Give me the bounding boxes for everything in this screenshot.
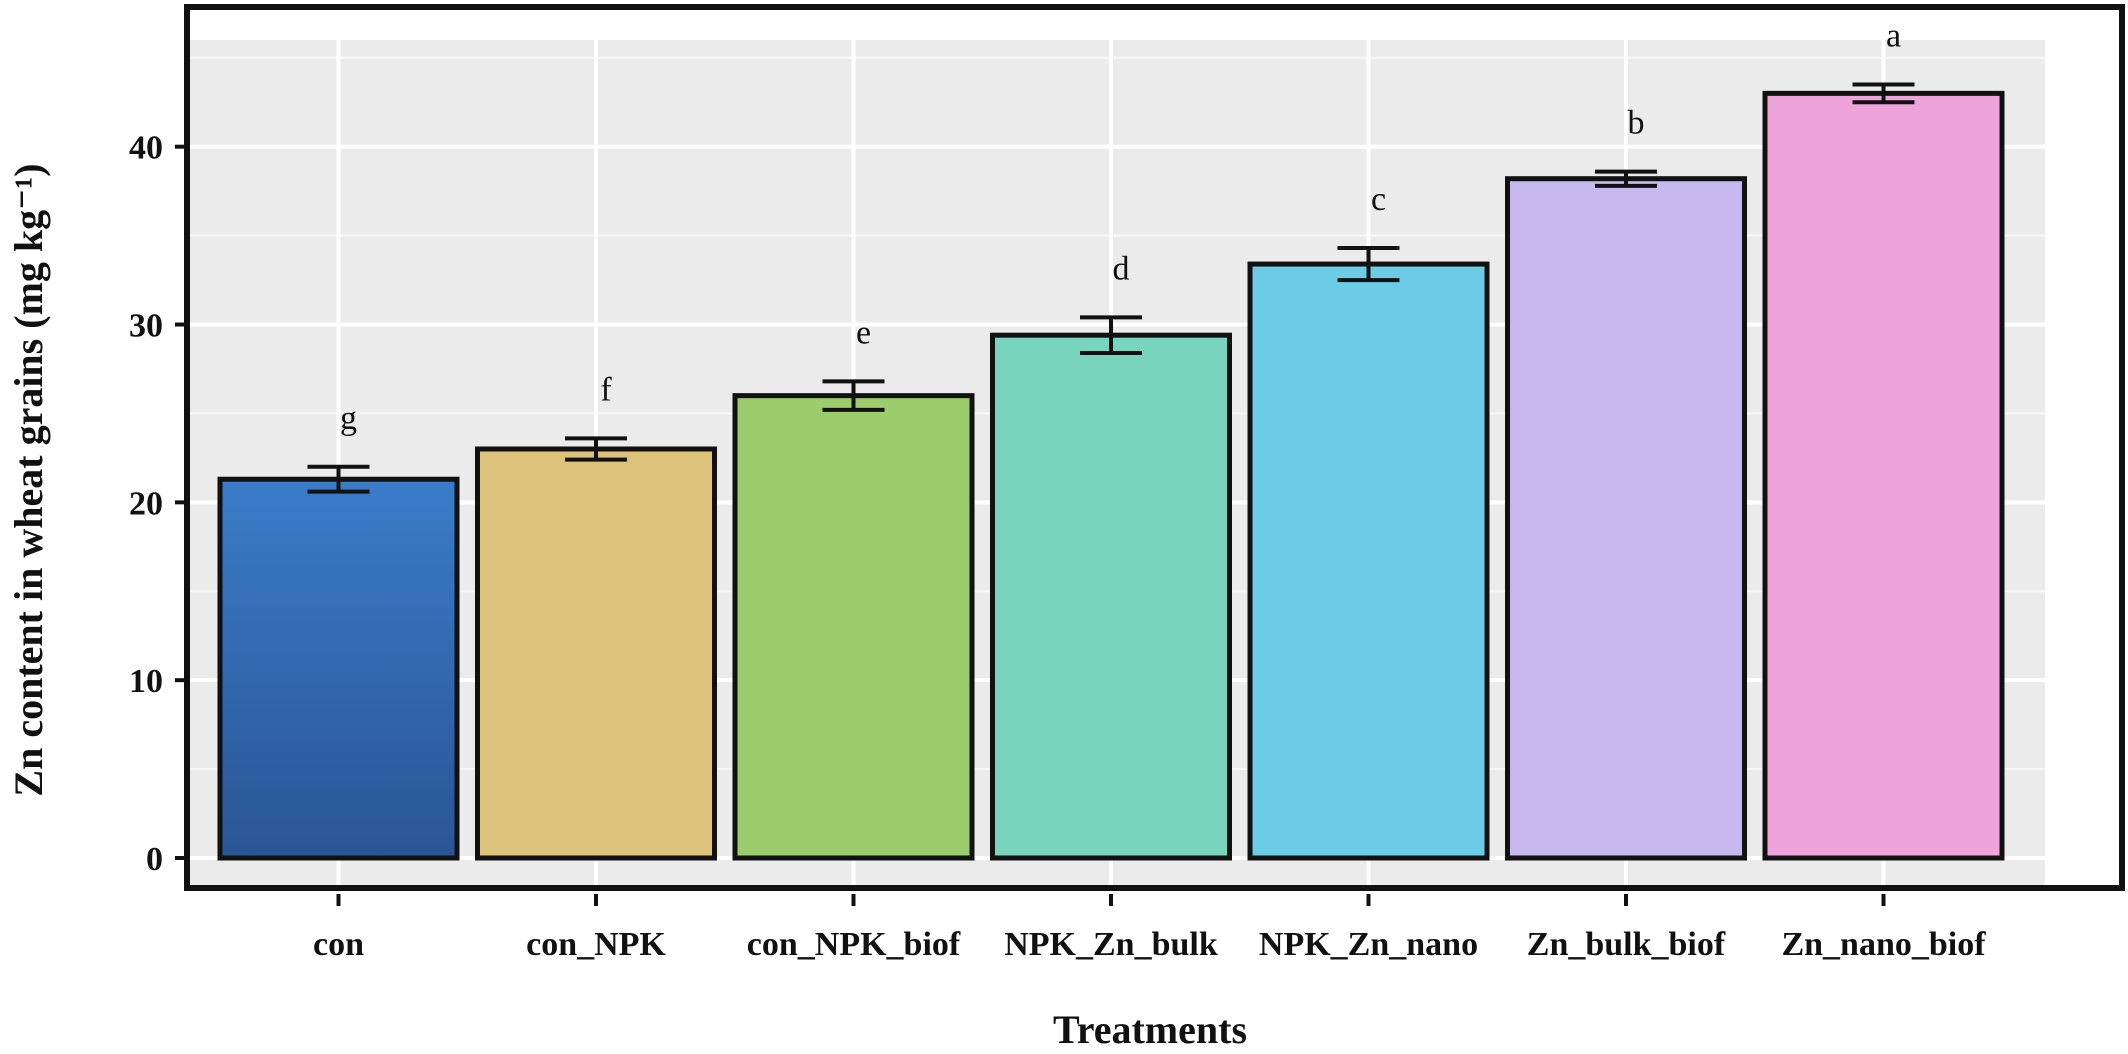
significance-letter: c bbox=[1371, 181, 1386, 218]
significance-letter: a bbox=[1886, 17, 1901, 54]
y-axis-ticks: 0 10 20 30 40 bbox=[129, 130, 187, 878]
significance-letter: b bbox=[1628, 105, 1645, 142]
x-tick-label: Zn_nano_biof bbox=[1781, 926, 1986, 963]
bar bbox=[990, 332, 1232, 861]
bars bbox=[217, 90, 2005, 861]
x-tick-label: NPK_Zn_bulk bbox=[1004, 926, 1218, 963]
bar bbox=[732, 393, 975, 861]
significance-letter: d bbox=[1113, 250, 1130, 287]
panel-border bbox=[184, 4, 2125, 891]
x-tick-label: con bbox=[313, 926, 364, 963]
x-tick-label: Zn_bulk_biof bbox=[1527, 926, 1726, 963]
y-tick-label: 40 bbox=[129, 130, 163, 167]
error-bars bbox=[307, 82, 1915, 494]
significance-letter: e bbox=[856, 314, 871, 351]
x-axis-title: Treatments bbox=[1053, 1007, 1247, 1049]
x-tick-label: con_NPK_biof bbox=[747, 926, 961, 963]
y-tick-label: 10 bbox=[129, 663, 163, 700]
bar bbox=[1247, 261, 1490, 861]
significance-letters: g f e d c b a bbox=[340, 17, 1901, 436]
bar bbox=[1762, 90, 2005, 861]
bar bbox=[475, 446, 717, 861]
significance-letter: f bbox=[600, 371, 612, 408]
x-axis-ticks: con con_NPK con_NPK_biof NPK_Zn_bulk NPK_Zn_… bbox=[313, 894, 1986, 963]
significance-letter: g bbox=[340, 400, 357, 437]
bar bbox=[217, 476, 460, 861]
y-tick-label: 30 bbox=[129, 308, 163, 345]
x-tick-label: NPK_Zn_nano bbox=[1259, 926, 1478, 963]
x-tick-label: con_NPK bbox=[526, 926, 666, 963]
y-tick-label: 0 bbox=[146, 841, 163, 878]
y-tick-label: 20 bbox=[129, 485, 163, 522]
bar bbox=[1505, 176, 1747, 861]
y-axis-title: Zn content in wheat grains (mg kg⁻¹) bbox=[6, 163, 51, 796]
